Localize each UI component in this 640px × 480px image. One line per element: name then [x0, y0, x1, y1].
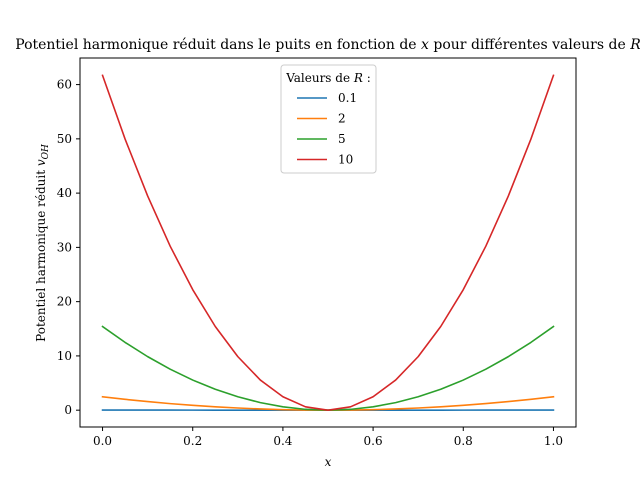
x-axis-ticks: 0.0 0.2 0.4 0.6 0.8 1.0	[93, 427, 563, 448]
series-layer	[101, 74, 555, 411]
x-tick-label: 1.0	[544, 434, 563, 448]
chart-title: Potentiel harmonique réduit dans le puit…	[15, 37, 640, 53]
plot-frame	[79, 57, 577, 428]
legend-entries: 0.1 2 5 10	[297, 91, 357, 167]
y-tick-label: 30	[57, 240, 72, 254]
x-tick-label: 0.8	[454, 434, 473, 448]
x-tick-label: 0.2	[183, 434, 202, 448]
y-tick-label: 10	[57, 349, 72, 363]
x-tick-label: 0.0	[93, 434, 112, 448]
x-tick-label: 0.6	[364, 434, 383, 448]
legend-label-3: 10	[338, 153, 353, 167]
legend: Valeurs de R : 0.1 2 5 10	[280, 64, 377, 174]
y-tick-label: 60	[57, 78, 72, 92]
legend-label-1: 2	[338, 112, 346, 126]
y-axis-ticks: 0 10 20 30 40 50 60	[57, 78, 80, 417]
y-tick-label: 0	[64, 403, 72, 417]
y-tick-label: 20	[57, 295, 72, 309]
series-line-3	[101, 74, 555, 411]
legend-label-2: 5	[338, 132, 346, 146]
y-tick-label: 40	[57, 186, 72, 200]
legend-label-0: 0.1	[338, 91, 357, 105]
y-tick-label: 50	[57, 132, 72, 146]
x-tick-label: 0.4	[273, 434, 292, 448]
legend-box	[280, 64, 377, 174]
legend-title: Valeurs de R :	[285, 71, 371, 85]
y-axis-label: Potentiel harmonique réduit vOH	[34, 144, 51, 342]
x-axis-label: x	[325, 455, 332, 469]
